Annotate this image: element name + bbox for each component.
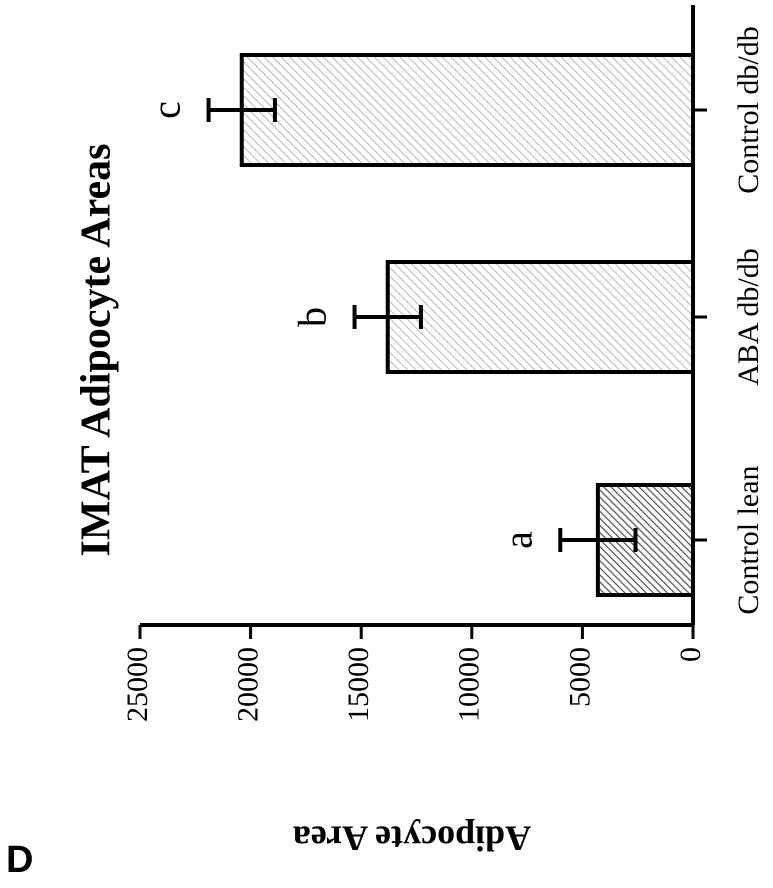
error-bar [558, 528, 638, 552]
y-tick-label: 5000 [563, 647, 596, 707]
annotation: a [495, 531, 540, 549]
x-tick-label: Control db/db [732, 26, 765, 194]
y-tick-label: 0 [674, 647, 707, 662]
annotation: b [290, 307, 335, 327]
y-tick-label: 25000 [121, 647, 154, 722]
annotation: c [144, 101, 189, 119]
rotated-plot: IMAT Adipocyte Areas Adipocyte Area 0 500… [74, 5, 765, 859]
x-tick-label: ABA db/db [732, 248, 765, 386]
error-bar [352, 305, 423, 329]
bar [239, 53, 695, 167]
y-tick-label: 20000 [231, 647, 264, 722]
y-axis-label: Adipocyte Area [293, 819, 531, 859]
x-tick-label: Control lean [732, 465, 765, 614]
panel-label: D [6, 839, 33, 881]
error-bar [206, 98, 277, 122]
y-tick-label: 10000 [453, 647, 486, 722]
y-tick-label: 15000 [342, 647, 375, 722]
chart-title: IMAT Adipocyte Areas [74, 143, 120, 556]
bar [385, 260, 695, 374]
